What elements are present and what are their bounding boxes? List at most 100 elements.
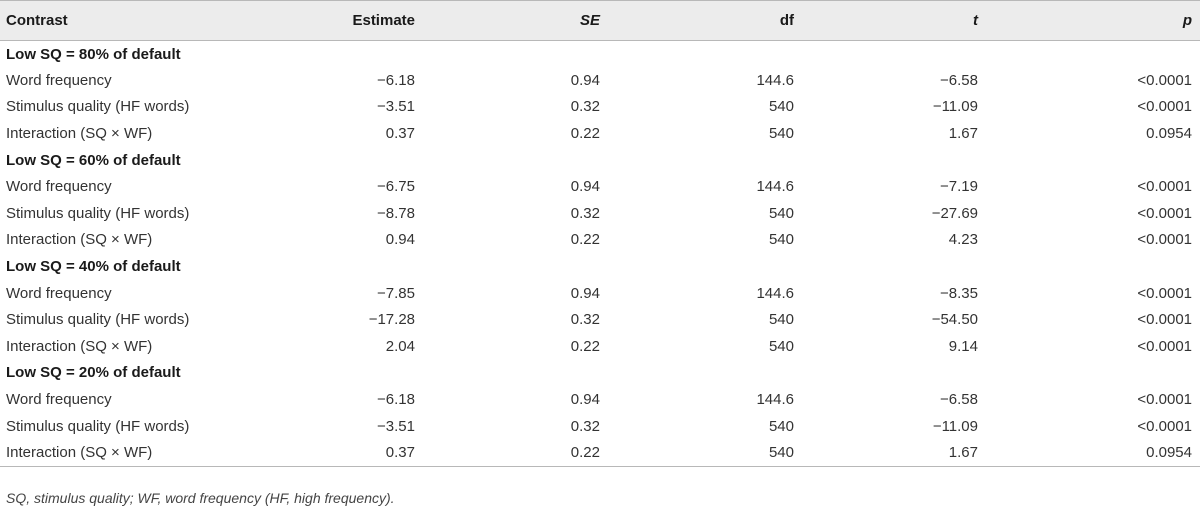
cell-df: 144.6 bbox=[756, 284, 794, 302]
cell-estimate: −6.18 bbox=[377, 391, 415, 409]
table-footnote: SQ, stimulus quality; WF, word frequency… bbox=[6, 490, 395, 506]
cell-contrast: Stimulus quality (HF words) bbox=[6, 417, 190, 435]
header-estimate: Estimate bbox=[330, 0, 415, 41]
cell-estimate: −8.78 bbox=[377, 204, 415, 222]
cell-se: 0.22 bbox=[570, 125, 600, 143]
cell-p: 0.0954 bbox=[1146, 125, 1192, 143]
table-row: Stimulus quality (HF words) −17.28 0.32 … bbox=[0, 306, 1200, 333]
cell-df: 540 bbox=[768, 204, 794, 222]
cell-se: 0.94 bbox=[570, 178, 600, 196]
table-row: Interaction (SQ × WF) 2.04 0.22 540 9.14… bbox=[0, 333, 1200, 360]
cell-se: 0.32 bbox=[570, 98, 600, 116]
table-row: Interaction (SQ × WF) 0.94 0.22 540 4.23… bbox=[0, 227, 1200, 254]
cell-p: <0.0001 bbox=[1137, 204, 1192, 222]
cell-t: −6.58 bbox=[940, 71, 978, 89]
cell-p: <0.0001 bbox=[1137, 178, 1192, 196]
cell-contrast: Stimulus quality (HF words) bbox=[6, 204, 190, 222]
cell-estimate: −3.51 bbox=[377, 98, 415, 116]
cell-p: <0.0001 bbox=[1137, 231, 1192, 249]
header-df: df bbox=[600, 0, 794, 41]
section-title: Low SQ = 20% of default bbox=[6, 364, 181, 382]
cell-t: −11.09 bbox=[932, 417, 978, 435]
cell-t: −54.50 bbox=[931, 311, 978, 329]
cell-df: 540 bbox=[768, 311, 794, 329]
section-title: Low SQ = 60% of default bbox=[6, 151, 181, 169]
cell-estimate: −7.85 bbox=[377, 284, 415, 302]
cell-estimate: 0.37 bbox=[385, 125, 415, 143]
table-row: Interaction (SQ × WF) 0.37 0.22 540 1.67… bbox=[0, 439, 1200, 467]
cell-t: 9.14 bbox=[948, 337, 978, 355]
cell-df: 540 bbox=[768, 337, 794, 355]
cell-t: −8.35 bbox=[940, 284, 978, 302]
cell-contrast: Interaction (SQ × WF) bbox=[0, 439, 330, 467]
cell-t: −11.09 bbox=[932, 98, 978, 116]
table-row: Word frequency −6.18 0.94 144.6 −6.58 <0… bbox=[0, 67, 1200, 94]
section-row: Low SQ = 20% of default bbox=[0, 360, 1200, 387]
cell-t: 1.67 bbox=[948, 125, 978, 143]
cell-p: <0.0001 bbox=[1137, 417, 1192, 435]
cell-t: −27.69 bbox=[931, 204, 978, 222]
cell-df: 540 bbox=[768, 98, 794, 116]
cell-contrast: Word frequency bbox=[6, 391, 112, 409]
section-title: Low SQ = 80% of default bbox=[6, 45, 181, 63]
cell-se: 0.32 bbox=[570, 417, 600, 435]
cell-estimate: −6.75 bbox=[377, 178, 415, 196]
header-contrast: Contrast bbox=[0, 0, 330, 41]
cell-estimate: −17.28 bbox=[368, 311, 415, 329]
header-t: t bbox=[794, 0, 978, 41]
table-row: Word frequency −7.85 0.94 144.6 −8.35 <0… bbox=[0, 280, 1200, 307]
cell-df: 540 bbox=[768, 231, 794, 249]
cell-p: <0.0001 bbox=[1137, 284, 1192, 302]
cell-se: 0.94 bbox=[570, 284, 600, 302]
cell-contrast: Word frequency bbox=[6, 284, 112, 302]
section-row: Low SQ = 60% of default bbox=[0, 147, 1200, 174]
cell-t: −6.58 bbox=[940, 391, 978, 409]
cell-df: 144.6 bbox=[756, 178, 794, 196]
cell-estimate: 0.37 bbox=[330, 439, 415, 467]
cell-contrast: Interaction (SQ × WF) bbox=[6, 337, 153, 355]
cell-t: −7.19 bbox=[940, 178, 978, 196]
cell-df: 540 bbox=[768, 417, 794, 435]
table-row: Stimulus quality (HF words) −8.78 0.32 5… bbox=[0, 200, 1200, 227]
cell-df: 540 bbox=[768, 125, 794, 143]
cell-se: 0.22 bbox=[570, 231, 600, 249]
table-row: Stimulus quality (HF words) −3.51 0.32 5… bbox=[0, 94, 1200, 121]
table-row: Word frequency −6.75 0.94 144.6 −7.19 <0… bbox=[0, 173, 1200, 200]
contrast-results-table: Contrast Estimate SE df t p Low SQ = 80%… bbox=[0, 0, 1200, 467]
cell-se: 0.22 bbox=[415, 439, 600, 467]
header-row: Contrast Estimate SE df t p bbox=[0, 0, 1200, 41]
cell-p: <0.0001 bbox=[1137, 98, 1192, 116]
cell-p: <0.0001 bbox=[1137, 391, 1192, 409]
cell-estimate: 0.94 bbox=[385, 231, 415, 249]
header-se: SE bbox=[415, 0, 600, 41]
cell-estimate: 2.04 bbox=[385, 337, 415, 355]
cell-contrast: Interaction (SQ × WF) bbox=[6, 125, 153, 143]
cell-contrast: Stimulus quality (HF words) bbox=[6, 98, 190, 116]
table-row: Word frequency −6.18 0.94 144.6 −6.58 <0… bbox=[0, 386, 1200, 413]
cell-contrast: Interaction (SQ × WF) bbox=[6, 231, 153, 249]
section-title: Low SQ = 40% of default bbox=[6, 258, 181, 276]
cell-estimate: −6.18 bbox=[377, 71, 415, 89]
table-row: Interaction (SQ × WF) 0.37 0.22 540 1.67… bbox=[0, 120, 1200, 147]
cell-df: 144.6 bbox=[756, 391, 794, 409]
cell-contrast: Stimulus quality (HF words) bbox=[6, 311, 190, 329]
cell-p: 0.0954 bbox=[978, 439, 1200, 467]
section-row: Low SQ = 40% of default bbox=[0, 253, 1200, 280]
cell-p: <0.0001 bbox=[1137, 337, 1192, 355]
cell-se: 0.32 bbox=[570, 311, 600, 329]
cell-df: 540 bbox=[600, 439, 794, 467]
cell-t: 4.23 bbox=[948, 231, 978, 249]
cell-contrast: Word frequency bbox=[6, 178, 112, 196]
table-body: Low SQ = 80% of default Word frequency −… bbox=[0, 41, 1200, 467]
cell-estimate: −3.51 bbox=[377, 417, 415, 435]
table-row: Stimulus quality (HF words) −3.51 0.32 5… bbox=[0, 413, 1200, 440]
cell-p: <0.0001 bbox=[1137, 71, 1192, 89]
cell-contrast: Word frequency bbox=[6, 71, 112, 89]
cell-se: 0.94 bbox=[570, 391, 600, 409]
cell-se: 0.32 bbox=[570, 204, 600, 222]
cell-se: 0.94 bbox=[570, 71, 600, 89]
header-p: p bbox=[978, 0, 1200, 41]
cell-t: 1.67 bbox=[794, 439, 978, 467]
results-table-container: Contrast Estimate SE df t p Low SQ = 80%… bbox=[0, 0, 1200, 467]
table-header: Contrast Estimate SE df t p bbox=[0, 0, 1200, 41]
